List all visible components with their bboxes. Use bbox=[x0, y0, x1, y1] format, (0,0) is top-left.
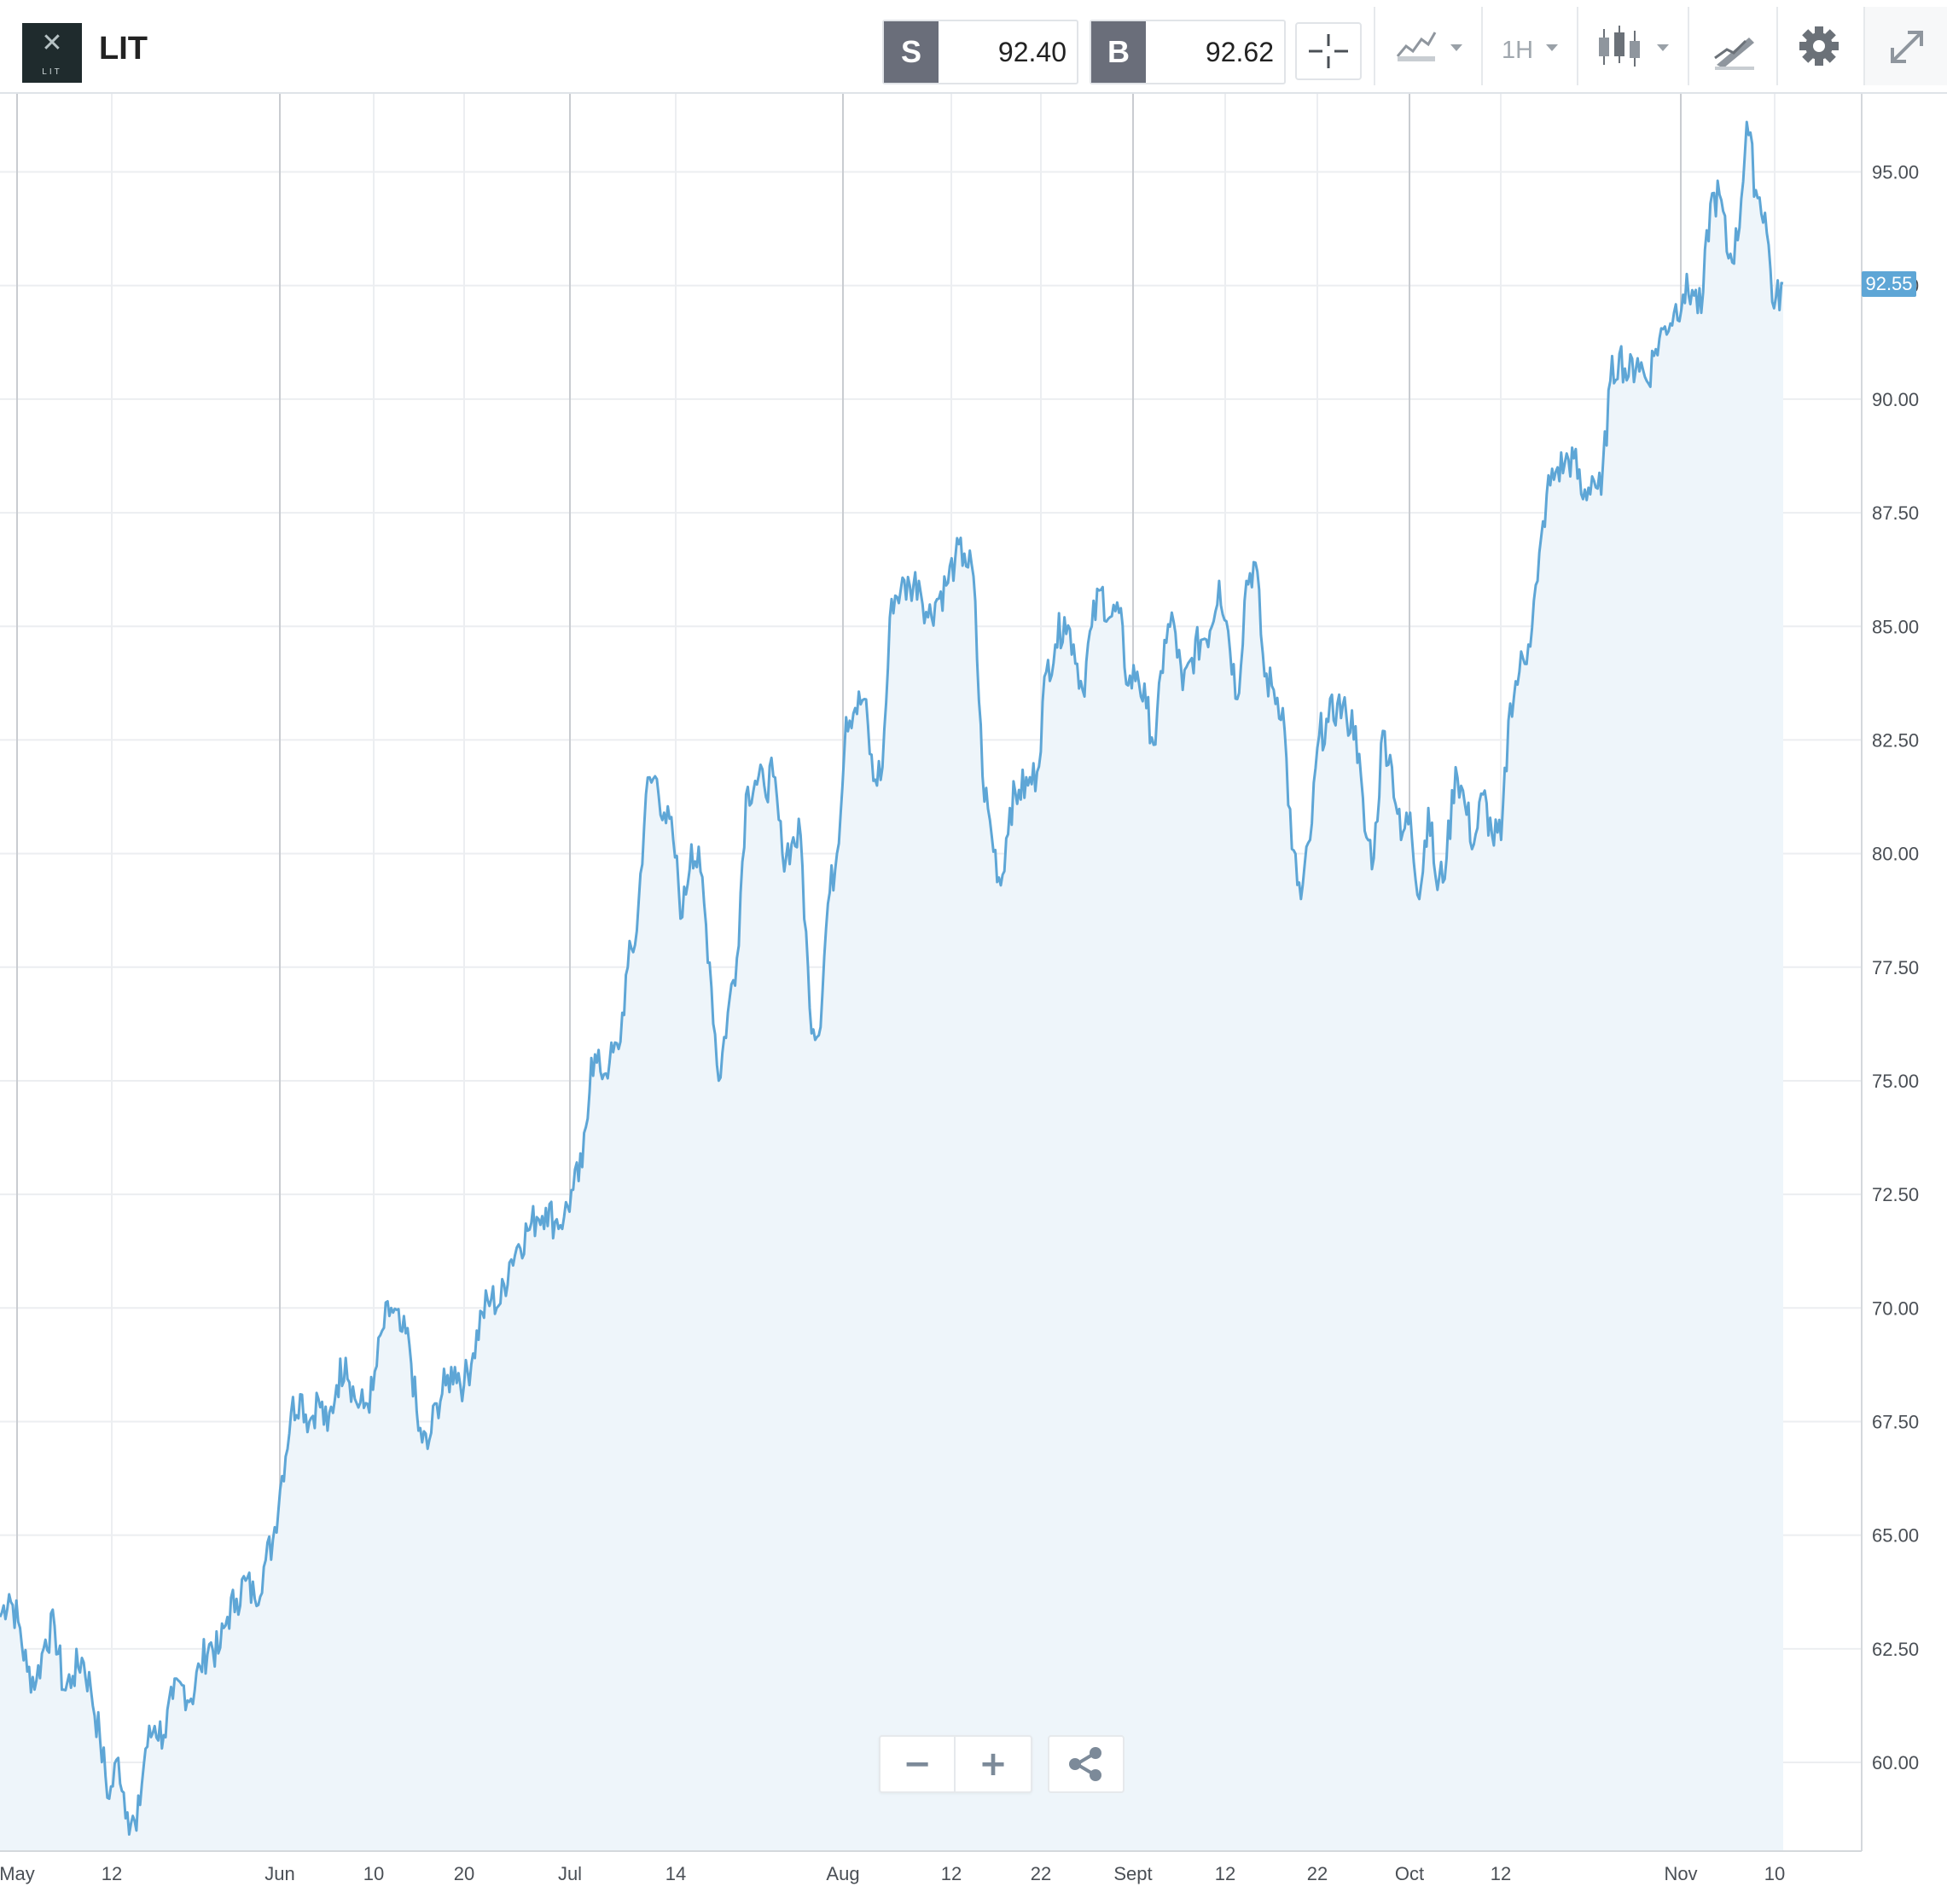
y-tick-label: 70.00 bbox=[1872, 1297, 1919, 1319]
interval-label: 1H bbox=[1502, 37, 1534, 64]
sell-button[interactable]: S 92.40 bbox=[882, 20, 1078, 84]
x-tick-label: 12 bbox=[941, 1863, 962, 1884]
y-tick-label: 80.00 bbox=[1872, 844, 1919, 865]
y-tick-label: 82.50 bbox=[1872, 729, 1919, 751]
x-tick-label: 14 bbox=[665, 1863, 686, 1884]
interval-dropdown[interactable] bbox=[1481, 7, 1577, 85]
zoom-out-button[interactable]: − bbox=[881, 1737, 956, 1791]
settings-button[interactable] bbox=[1776, 7, 1863, 85]
buy-button[interactable]: B 92.62 bbox=[1090, 20, 1286, 84]
candle-style-dropdown[interactable] bbox=[1577, 7, 1688, 85]
y-tick-label: 77.50 bbox=[1872, 957, 1919, 978]
zoom-controls: − + bbox=[879, 1735, 1032, 1793]
x-tick-label: 12 bbox=[102, 1863, 122, 1884]
instrument-logo: ✕ LIT bbox=[22, 23, 82, 83]
price-chart[interactable]: 60.00 62.50 65.00 67.50 70.00 72.50 75.00 77.50… bbox=[0, 94, 1947, 1904]
x-tick-label: 12 bbox=[1215, 1863, 1235, 1884]
price-line bbox=[0, 120, 1784, 1836]
x-tick-label: 22 bbox=[1307, 1863, 1328, 1884]
chevron-down-icon bbox=[1450, 44, 1462, 51]
price-area-fill bbox=[0, 122, 1783, 1851]
sell-price: 92.40 bbox=[997, 37, 1066, 67]
y-tick-label: 62.50 bbox=[1872, 1639, 1919, 1660]
x-tick-label: 10 bbox=[1764, 1863, 1785, 1884]
y-tick-label: 75.00 bbox=[1872, 1071, 1919, 1092]
gear-icon bbox=[1799, 26, 1839, 66]
chart-toolbar: ✕ LIT LIT S 92.40 B 92.62 1H bbox=[0, 0, 1947, 94]
x-tick-label: Sept bbox=[1113, 1863, 1152, 1884]
chart-type-dropdown[interactable] bbox=[1374, 7, 1481, 85]
y-tick-label: 90.00 bbox=[1872, 389, 1919, 410]
x-tick-label: Aug bbox=[826, 1863, 859, 1884]
last-price-tag: 92.55 bbox=[1862, 271, 1916, 297]
y-tick-label: 60.00 bbox=[1872, 1752, 1919, 1773]
drawing-tools-button[interactable] bbox=[1688, 7, 1776, 85]
y-tick-label: 67.50 bbox=[1872, 1411, 1919, 1432]
sell-label: S bbox=[884, 21, 939, 83]
share-button[interactable] bbox=[1048, 1735, 1125, 1793]
logo-caption: LIT bbox=[42, 67, 62, 77]
price-area bbox=[0, 120, 1784, 1851]
drawing-tool-icon bbox=[1714, 38, 1754, 70]
buy-label: B bbox=[1091, 21, 1146, 83]
zoom-in-button[interactable]: + bbox=[956, 1737, 1031, 1791]
y-tick-label: 87.50 bbox=[1872, 502, 1919, 524]
expand-icon bbox=[1891, 31, 1923, 63]
y-tick-label: 65.00 bbox=[1872, 1525, 1919, 1547]
instrument-symbol: LIT bbox=[99, 31, 148, 67]
x-tick-label: 12 bbox=[1491, 1863, 1511, 1884]
x-tick-label: Jun bbox=[264, 1863, 294, 1884]
x-axis: May 12 Jun 10 20 Jul 14 Aug 12 22 Sept 12 22 Oct 12 Nov… bbox=[0, 1850, 1862, 1884]
candlestick-icon bbox=[1599, 26, 1640, 67]
x-tick-label: May bbox=[0, 1863, 35, 1884]
line-chart-icon bbox=[1396, 32, 1437, 61]
crosshair-icon bbox=[1309, 34, 1348, 68]
chevron-down-icon bbox=[1657, 44, 1669, 51]
logo-x-mark: ✕ bbox=[41, 28, 63, 58]
fullscreen-button[interactable] bbox=[1863, 7, 1947, 85]
share-icon bbox=[1069, 1747, 1101, 1781]
y-tick-label: 95.00 bbox=[1872, 162, 1919, 183]
x-tick-label: 10 bbox=[363, 1863, 384, 1884]
y-tick-label: 85.00 bbox=[1872, 616, 1919, 637]
minus-icon: − bbox=[903, 1744, 932, 1784]
y-axis: 60.00 62.50 65.00 67.50 70.00 72.50 75.00 77.50… bbox=[1861, 94, 1919, 1851]
x-tick-label: Jul bbox=[558, 1863, 582, 1884]
y-tick-label: 72.50 bbox=[1872, 1184, 1919, 1205]
x-tick-label: Oct bbox=[1395, 1863, 1424, 1884]
x-tick-label: Nov bbox=[1664, 1863, 1697, 1884]
plus-icon: + bbox=[979, 1744, 1008, 1784]
chevron-down-icon bbox=[1546, 44, 1558, 51]
buy-price: 92.62 bbox=[1205, 37, 1274, 67]
x-tick-label: 22 bbox=[1031, 1863, 1051, 1884]
x-tick-label: 20 bbox=[454, 1863, 474, 1884]
crosshair-button[interactable] bbox=[1295, 22, 1362, 80]
